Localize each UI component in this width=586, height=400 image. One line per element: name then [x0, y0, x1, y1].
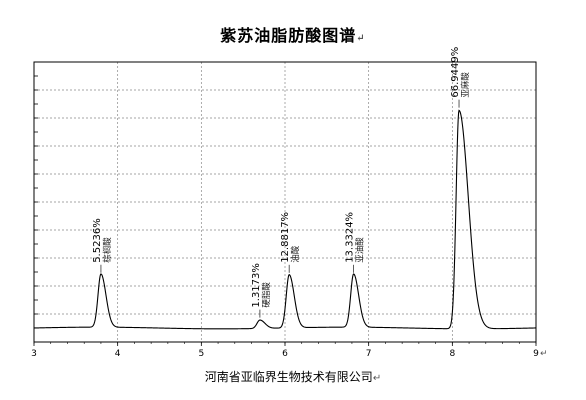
peak-percent: 1.3173%	[251, 263, 262, 308]
peak-name: 油酸	[290, 245, 301, 263]
x-tick-label: 9	[533, 349, 539, 359]
peak-annotations: 5.5236% 棕榈酸 1.3173% 硬脂酸 12.8817% 油酸 13.3324% 亚油…	[92, 47, 471, 318]
chromatogram-trace	[33, 109, 537, 330]
footer-return-mark: ↵	[372, 373, 382, 384]
footer-company: 河南省亚临界生物技术有限公司↵	[0, 368, 586, 385]
peak-label: 12.8817% 油酸	[280, 212, 301, 263]
x-tick-label: 8	[449, 349, 455, 359]
x-axis: 3 4 5 6 7 8 9	[31, 342, 539, 359]
x-tick-label: 3	[31, 349, 37, 359]
peak-name: 亚油酸	[355, 237, 366, 263]
peak-name: 亚麻酸	[460, 72, 471, 98]
peak-label: 66.9449% 亚麻酸	[450, 47, 471, 98]
peak-label: 5.5236% 棕榈酸	[92, 218, 113, 263]
footer-text: 河南省亚临界生物技术有限公司	[204, 370, 373, 384]
peak-name: 棕榈酸	[102, 237, 113, 263]
return-mark: ↵	[356, 33, 366, 44]
axis-end-return-mark: ↵	[540, 349, 548, 359]
x-tick-label: 7	[366, 349, 372, 359]
peak-percent: 5.5236%	[92, 218, 103, 263]
x-tick-label: 5	[198, 349, 204, 359]
peak-percent: 12.8817%	[280, 212, 291, 263]
x-tick-label: 4	[115, 349, 121, 359]
peak-label: 13.3324% 亚油酸	[345, 212, 366, 263]
peak-percent: 66.9449%	[450, 47, 461, 98]
peak-label: 1.3173% 硬脂酸	[251, 263, 272, 308]
chart-title-text: 紫苏油脂肪酸图谱	[220, 26, 357, 45]
peak-name: 硬脂酸	[261, 282, 272, 308]
grid-lines	[34, 61, 536, 343]
chart-title: 紫苏油脂肪酸图谱↵	[0, 22, 586, 46]
x-tick-label: 6	[282, 349, 288, 359]
peak-percent: 13.3324%	[345, 212, 356, 263]
